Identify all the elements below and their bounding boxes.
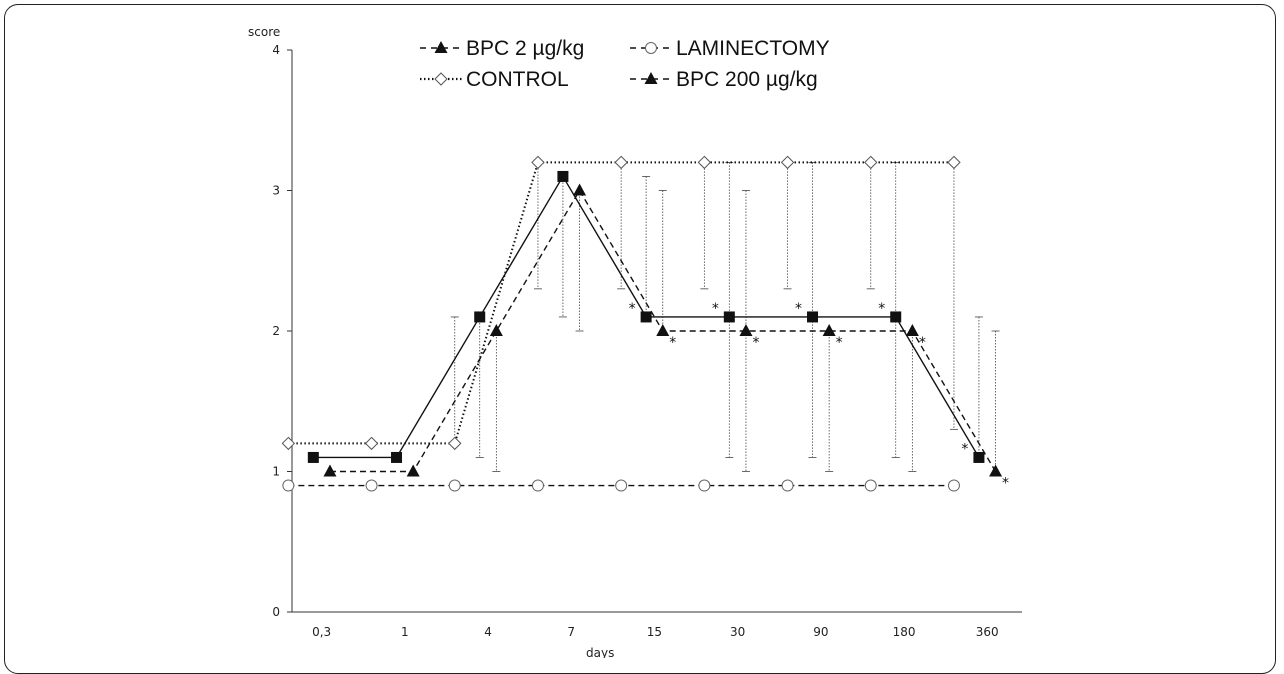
square-marker [723,311,735,323]
significance-asterisk: * [629,301,636,317]
axes: 0 1 2 3 4 0,3 1 4 7 15 30 90 180 360 [272,43,1022,639]
legend-label: BPC 200 µg/kg [676,68,818,91]
significance-asterisk: * [878,301,885,317]
legend-item: BPC 200 µg/kg [630,68,818,91]
circle-marker [365,479,378,492]
y-tick-label: 4 [272,43,280,57]
legend-item: CONTROL [420,68,569,91]
diamond-marker [947,155,961,170]
significance-asterisk: * [712,301,719,317]
legend: BPC 2 µg/kg LAMINECTOMY CONTROL BPC 200 µg/… [420,37,830,91]
triangle-marker [905,324,919,336]
chart-canvas: 0 1 2 3 4 0,3 1 4 7 15 30 90 180 360 * * * * * * * * * * BPC 2… [248,25,1022,658]
x-tick-label: 30 [730,625,745,639]
square-marker [391,451,403,463]
triangle-marker [656,324,670,336]
diamond-marker [531,155,545,170]
triangle-marker [644,72,658,84]
legend-label: BPC 2 µg/kg [466,37,584,60]
circle-marker [645,42,657,54]
triangle-marker [989,464,1003,477]
circle-marker [448,479,461,492]
significance-asterisk: * [669,335,676,351]
y-axis-label: score [248,25,280,39]
square-marker [890,311,902,323]
circle-marker [615,479,628,492]
y-tick-label: 0 [272,605,280,619]
legend-item: BPC 2 µg/kg [420,37,584,60]
significance-asterisk: * [795,301,802,317]
x-tick-label: 90 [813,625,828,639]
diamond-marker [434,72,448,86]
triangle-marker [406,464,420,477]
x-tick-label: 0,3 [312,625,331,639]
circle-marker [781,479,794,492]
x-tick-label: 1 [401,625,409,639]
series-lines [288,161,997,487]
triangle-marker [323,464,337,477]
significance-asterisk: * [961,441,968,457]
significance-asterisk: * [836,335,843,351]
diamond-marker [364,436,379,451]
square-marker [640,311,652,323]
series-line [288,161,954,445]
diamond-marker [448,436,462,451]
square-marker [973,451,985,463]
diamond-marker [697,155,712,170]
significance-asterisk: * [1002,476,1009,492]
x-tick-label: 360 [976,625,999,639]
circle-marker [282,479,295,492]
diamond-marker [281,436,296,451]
y-tick-label: 2 [272,324,280,338]
significance-asterisk: * [752,335,759,351]
triangle-marker [489,324,503,336]
legend-item: LAMINECTOMY [630,37,830,60]
x-tick-label: 15 [647,625,662,639]
legend-label: CONTROL [466,68,569,91]
significance-markers: * * * * * * * * * * [629,301,1009,492]
series-markers [281,155,1003,492]
x-axis-label: days [586,646,614,658]
circle-marker [698,479,711,492]
circle-marker [864,479,877,492]
circle-marker [531,479,544,492]
y-tick-label: 1 [272,465,280,479]
square-marker [807,311,819,323]
triangle-marker [573,183,587,196]
triangle-marker [822,324,836,336]
square-marker [474,311,486,323]
diamond-marker [780,155,795,170]
triangle-marker [739,324,753,336]
x-tick-label: 7 [567,625,575,639]
x-tick-label: 4 [484,625,492,639]
x-tick-label: 180 [893,625,916,639]
triangle-marker [434,41,448,53]
diamond-marker [864,155,878,170]
diamond-marker [614,155,628,170]
error-bars [450,161,1000,472]
square-marker [307,451,319,463]
y-tick-label: 3 [272,184,280,198]
circle-marker [947,479,960,492]
significance-asterisk: * [919,335,926,351]
square-marker [557,170,569,182]
legend-label: LAMINECTOMY [676,37,830,60]
